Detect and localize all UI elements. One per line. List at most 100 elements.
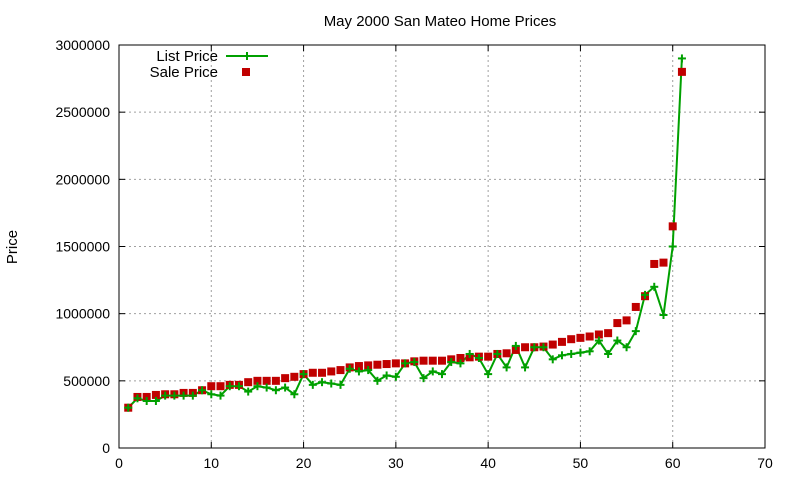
data-point-list-price	[659, 311, 668, 320]
data-point-sale-price	[613, 319, 622, 328]
data-point-list-price	[474, 353, 483, 362]
data-point-sale-price	[456, 353, 465, 362]
data-point-sale-price	[622, 316, 631, 325]
data-point-list-price	[234, 382, 243, 391]
data-point-sale-price	[428, 356, 437, 365]
data-point-sale-price	[650, 259, 659, 268]
series-layer	[124, 54, 686, 412]
data-point-sale-price	[438, 356, 446, 365]
legend-label-list-price: List Price	[156, 48, 218, 65]
data-point-sale-price	[207, 382, 216, 391]
plot-frame	[118, 44, 766, 449]
data-point-sale-price	[318, 368, 327, 377]
data-point-list-price	[290, 390, 299, 399]
data-point-list-price	[179, 391, 188, 400]
data-point-list-price	[419, 374, 428, 383]
data-point-sale-price	[557, 337, 566, 346]
data-point-list-price	[244, 387, 253, 396]
data-point-list-price	[622, 343, 631, 352]
data-point-list-price	[170, 391, 179, 400]
data-point-list-price	[198, 386, 207, 395]
chart-title: May 2000 San Mateo Home Prices	[324, 13, 557, 30]
data-point-list-price	[225, 382, 234, 391]
y-tick-label: 1000000	[55, 306, 110, 322]
data-point-list-price	[133, 394, 142, 403]
data-point-sale-price	[364, 361, 373, 370]
data-point-list-price	[539, 343, 548, 352]
data-point-list-price	[557, 351, 566, 360]
data-point-list-price	[308, 380, 317, 389]
y-tick-label: 3000000	[55, 37, 110, 53]
x-tick-label: 60	[665, 455, 681, 471]
data-point-sale-price	[484, 352, 493, 361]
x-tick-label: 0	[115, 455, 123, 471]
data-point-list-price	[142, 396, 151, 405]
x-tick-label: 50	[573, 455, 589, 471]
data-point-sale-price	[659, 258, 668, 267]
x-tick-label: 10	[203, 455, 219, 471]
data-point-list-price	[410, 358, 419, 367]
data-point-list-price	[216, 391, 225, 400]
data-point-sale-price	[262, 376, 271, 385]
data-point-list-price	[548, 355, 557, 364]
data-point-list-price	[327, 379, 336, 388]
data-point-list-price	[401, 359, 410, 368]
data-point-list-price	[438, 370, 446, 379]
legend-label-sale-price: Sale Price	[150, 64, 218, 81]
data-point-sale-price	[281, 374, 290, 383]
x-tick-label: 70	[757, 455, 773, 471]
grid-lines	[119, 45, 765, 448]
data-point-sale-price	[308, 368, 317, 377]
data-point-list-price	[124, 403, 133, 412]
x-tick-label: 40	[480, 455, 496, 471]
data-point-list-price	[188, 391, 197, 400]
data-point-list-price	[207, 390, 216, 399]
series-list-price	[124, 54, 686, 412]
x-tick-label: 30	[388, 455, 404, 471]
data-point-sale-price	[271, 376, 280, 385]
data-point-list-price	[613, 336, 622, 345]
data-point-list-price	[354, 367, 363, 376]
data-point-list-price	[447, 358, 456, 367]
y-tick-label: 0	[102, 440, 110, 456]
legend-cross-mark	[243, 52, 251, 60]
data-point-list-price	[161, 391, 170, 400]
data-point-sale-price	[502, 349, 511, 358]
data-point-list-price	[318, 378, 327, 387]
data-point-list-price	[576, 348, 585, 357]
axis-ticks: 0 10 20 30 40 50 60 70 0 500000 1000000 1500000 2000…	[55, 37, 773, 471]
data-point-list-price	[493, 349, 502, 358]
data-point-sale-price	[511, 345, 520, 354]
data-point-sale-price	[142, 392, 151, 401]
data-point-list-price	[668, 242, 677, 251]
data-point-list-price	[456, 359, 465, 368]
data-point-list-price	[631, 327, 640, 336]
data-point-list-price	[650, 282, 659, 291]
data-point-sale-price	[594, 330, 603, 339]
legend-marker-sale-price	[242, 68, 250, 76]
data-point-sale-price	[391, 359, 400, 368]
data-point-sale-price	[216, 382, 225, 391]
data-point-list-price	[484, 370, 493, 379]
x-tick-label: 20	[296, 455, 312, 471]
data-point-list-price	[373, 376, 382, 385]
data-point-list-price	[604, 349, 613, 358]
data-point-list-price	[364, 366, 373, 375]
data-point-list-price	[428, 367, 437, 376]
data-point-sale-price	[521, 343, 530, 352]
data-point-list-price	[465, 349, 474, 358]
data-point-sale-price	[567, 335, 576, 344]
data-point-list-price	[502, 363, 511, 372]
data-point-sale-price	[604, 329, 613, 338]
data-point-list-price	[299, 370, 308, 379]
data-point-list-price	[271, 386, 280, 395]
data-point-list-price	[511, 341, 520, 350]
data-point-list-price	[382, 371, 391, 380]
data-point-list-price	[677, 54, 686, 63]
y-tick-label: 1500000	[55, 239, 110, 255]
data-point-list-price	[641, 290, 650, 299]
data-point-sale-price	[373, 360, 382, 369]
data-point-sale-price	[151, 390, 160, 399]
data-point-sale-price	[419, 356, 428, 365]
